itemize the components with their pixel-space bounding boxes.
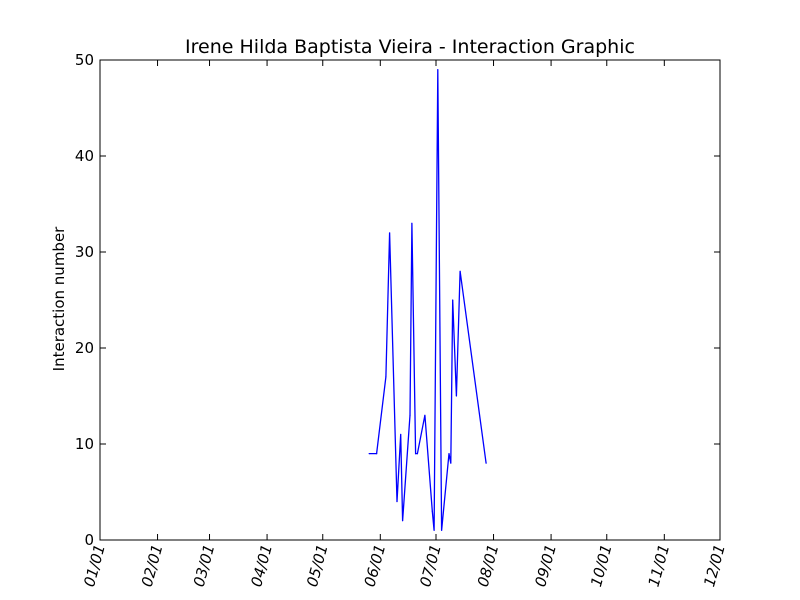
- data-point: [385, 376, 387, 378]
- data-point: [459, 270, 461, 272]
- data-point: [441, 529, 443, 532]
- data-point: [411, 222, 413, 224]
- data-point: [402, 520, 404, 522]
- y-tick-label: 30: [75, 243, 94, 261]
- data-point: [376, 453, 378, 455]
- data-point: [396, 501, 398, 503]
- y-tick-label: 50: [75, 51, 94, 69]
- data-point: [433, 529, 435, 532]
- y-axis-label: Interaction number: [50, 226, 68, 372]
- chart-title: Irene Hilda Baptista Vieira - Interactio…: [185, 36, 635, 58]
- data-point: [431, 510, 433, 512]
- data-point: [389, 232, 391, 234]
- data-point: [437, 69, 439, 71]
- data-point: [368, 453, 370, 455]
- y-tick-label: 20: [75, 339, 94, 357]
- data-point: [400, 433, 402, 435]
- data-point: [448, 453, 450, 455]
- plot-frame: [99, 59, 721, 541]
- series-line: [369, 69, 487, 531]
- y-tick-label: 40: [75, 147, 94, 165]
- data-point: [416, 453, 418, 455]
- data-point: [485, 462, 487, 464]
- y-tick-label: 0: [84, 531, 94, 549]
- data-point: [455, 395, 457, 397]
- data-point: [409, 414, 411, 416]
- data-point: [450, 462, 452, 464]
- data-point: [415, 453, 417, 455]
- data-point: [424, 414, 426, 416]
- y-tick-label: 10: [75, 435, 94, 453]
- data-point: [452, 299, 454, 301]
